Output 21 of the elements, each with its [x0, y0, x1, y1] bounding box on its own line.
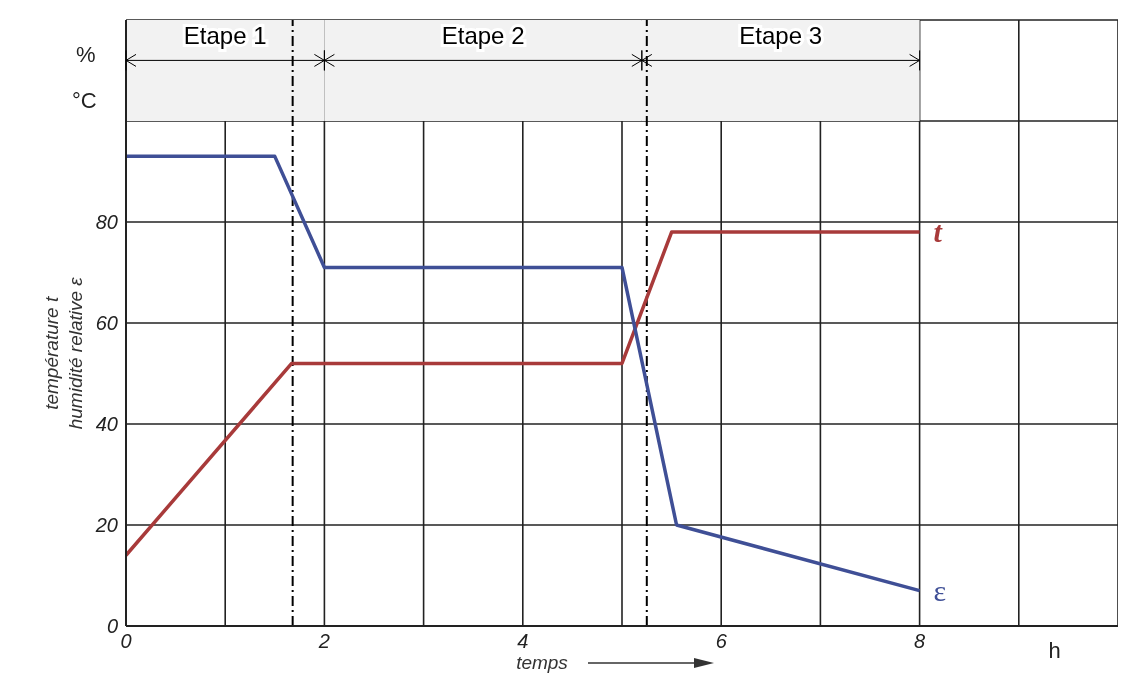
x-tick-label: 6	[715, 630, 728, 653]
line-series	[126, 154, 922, 593]
x-axis-title: temps	[516, 652, 569, 673]
x-tick-label: 4	[517, 630, 529, 653]
x-tick-label: 8	[914, 630, 926, 653]
x-tick-label: 2	[317, 630, 330, 653]
y-tick-label: 40	[95, 413, 118, 436]
series-label: t	[933, 215, 944, 249]
band-label: Etape 3	[739, 22, 823, 50]
y-tick-label: 20	[94, 514, 118, 537]
text: %	[76, 42, 96, 67]
text: h	[1048, 638, 1061, 663]
y-tick-label: 80	[95, 211, 118, 234]
y-tick-label: 0	[106, 615, 118, 638]
text: °C	[72, 88, 97, 113]
band-label: Etape 2	[441, 22, 525, 50]
band-label: Etape 1	[183, 22, 267, 50]
x-tick-label: 0	[120, 630, 132, 653]
series-label: ε	[933, 573, 947, 607]
y-tick-label: 60	[95, 312, 118, 335]
y-axis-title: température t humidité relative ε	[41, 276, 86, 430]
